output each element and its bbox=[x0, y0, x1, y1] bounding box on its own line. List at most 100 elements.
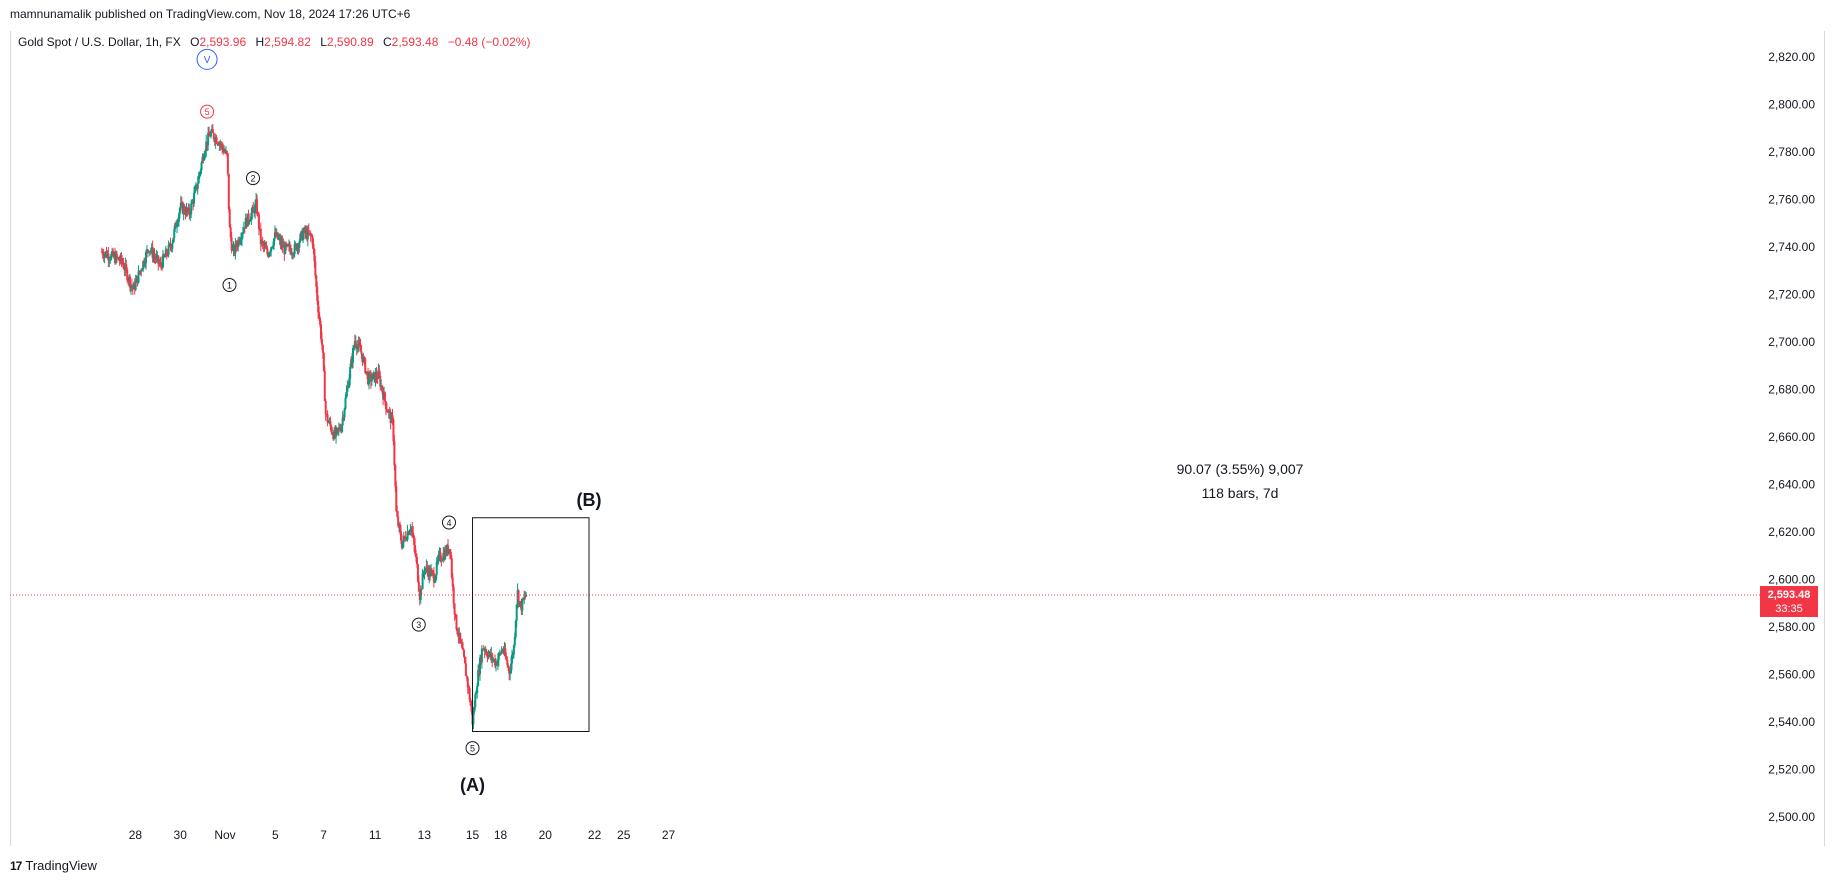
candle-down bbox=[256, 194, 259, 216]
candle-down bbox=[393, 435, 396, 471]
candle-down bbox=[483, 647, 486, 659]
candle-body bbox=[412, 532, 415, 537]
candle-down bbox=[247, 209, 250, 226]
candle-body bbox=[179, 202, 182, 209]
candle-body bbox=[326, 414, 329, 423]
candle-down bbox=[188, 203, 191, 220]
candle-down bbox=[153, 248, 156, 264]
candle-down bbox=[228, 206, 231, 228]
candle-body bbox=[397, 516, 400, 526]
candle-body bbox=[441, 559, 444, 561]
candle-body bbox=[235, 242, 238, 247]
candle-up bbox=[512, 643, 515, 659]
candle-body bbox=[318, 312, 321, 318]
symbol-name[interactable]: Gold Spot / U.S. Dollar, 1h, FX bbox=[18, 35, 181, 49]
candle-body bbox=[198, 172, 201, 176]
wave-marker-label: 4 bbox=[446, 518, 451, 528]
candle-body bbox=[227, 173, 230, 210]
candle-body bbox=[448, 549, 451, 553]
candle-body bbox=[424, 568, 427, 572]
candle-body bbox=[523, 596, 526, 600]
candle-body bbox=[331, 432, 334, 435]
close-label: C bbox=[382, 35, 392, 49]
candle-body bbox=[491, 653, 494, 661]
candle-body bbox=[268, 253, 271, 257]
candle-body bbox=[120, 255, 123, 262]
candle-body bbox=[115, 253, 118, 258]
candle-body bbox=[262, 243, 265, 247]
candle-down bbox=[324, 398, 327, 421]
candle-body bbox=[250, 213, 253, 221]
candle-body bbox=[272, 245, 275, 247]
candle-down bbox=[226, 152, 229, 177]
candle-body bbox=[405, 539, 408, 541]
candle-body bbox=[320, 339, 323, 345]
y-tick-label: 2,580.00 bbox=[1768, 620, 1815, 634]
candle-up bbox=[178, 206, 181, 219]
candle-body bbox=[162, 254, 165, 257]
candle-body bbox=[358, 342, 361, 346]
candle-body bbox=[352, 346, 355, 349]
candle-down bbox=[449, 549, 452, 560]
candle-body bbox=[196, 183, 199, 189]
candle-body bbox=[228, 209, 231, 228]
candle-body bbox=[256, 199, 259, 214]
candle-down bbox=[439, 547, 442, 563]
candle-body bbox=[167, 244, 170, 255]
candle-up bbox=[167, 240, 170, 258]
candle-body bbox=[434, 574, 437, 581]
candle-body bbox=[272, 238, 275, 246]
candle-body bbox=[247, 213, 250, 222]
candle-body bbox=[139, 270, 142, 273]
candle-up bbox=[161, 249, 164, 269]
candle-up bbox=[145, 249, 148, 270]
candle-down bbox=[412, 526, 415, 539]
candle-body bbox=[521, 598, 524, 611]
candle-body bbox=[439, 552, 442, 561]
candle-body bbox=[482, 648, 485, 650]
x-tick-label: 22 bbox=[588, 828, 602, 842]
candle-body bbox=[145, 251, 148, 264]
candle-body bbox=[341, 417, 344, 426]
candle-up bbox=[371, 373, 374, 380]
candle-down bbox=[463, 656, 466, 664]
candle-body bbox=[431, 570, 434, 572]
candle-body bbox=[320, 324, 323, 340]
candle-up bbox=[423, 566, 426, 580]
candle-body bbox=[114, 253, 117, 263]
candle-body bbox=[417, 581, 420, 592]
candle-down bbox=[120, 252, 123, 268]
candle-body bbox=[509, 673, 512, 675]
candle-down bbox=[396, 505, 399, 518]
candle-body bbox=[222, 147, 225, 153]
x-tick-label: 18 bbox=[494, 828, 508, 842]
candle-body bbox=[327, 422, 330, 424]
candle-body bbox=[356, 345, 359, 350]
candle-down bbox=[364, 357, 367, 374]
candle-down bbox=[326, 410, 329, 427]
candle-down bbox=[320, 321, 323, 342]
candle-body bbox=[141, 269, 144, 271]
candle-body bbox=[230, 237, 233, 251]
candles-group bbox=[100, 123, 528, 731]
candle-body bbox=[130, 284, 133, 288]
candle-body bbox=[462, 648, 465, 651]
candle-body bbox=[416, 564, 419, 582]
candle-body bbox=[165, 249, 168, 255]
candle-body bbox=[188, 207, 191, 216]
candle-body bbox=[504, 648, 507, 657]
candle-body bbox=[479, 657, 482, 675]
candle-body bbox=[317, 300, 320, 313]
candle-body bbox=[505, 656, 508, 660]
candle-body bbox=[309, 233, 312, 236]
candle-body bbox=[395, 486, 398, 512]
candle-body bbox=[329, 421, 332, 427]
candle-body bbox=[203, 155, 206, 161]
candle-body bbox=[497, 653, 500, 660]
candle-body bbox=[261, 240, 264, 244]
candle-body bbox=[351, 348, 354, 363]
high-value: 2,594.82 bbox=[264, 35, 311, 49]
candle-body bbox=[322, 352, 325, 371]
candle-body bbox=[346, 386, 349, 393]
